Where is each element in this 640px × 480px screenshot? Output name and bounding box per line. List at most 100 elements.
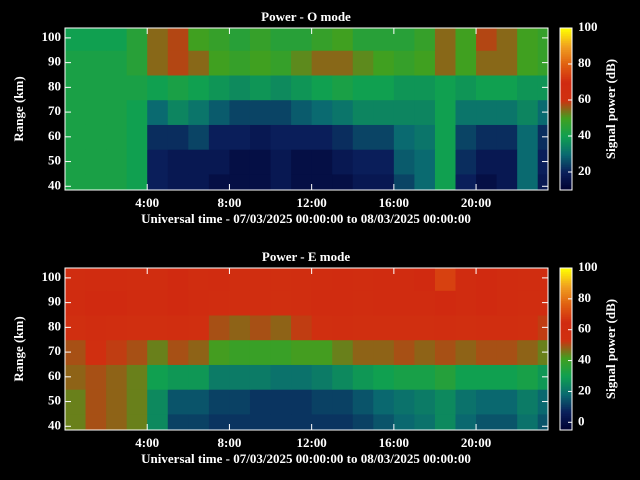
heatmap-cell (476, 389, 498, 415)
colorbar-segment (560, 143, 572, 146)
y-tick-label: 50 (48, 153, 61, 168)
heatmap-cell (106, 413, 128, 430)
heatmap-cell (352, 99, 374, 125)
colorbar-segment (560, 148, 572, 151)
heatmap-cell (455, 314, 477, 341)
colorbar-segment (560, 307, 572, 310)
colorbar-tick-label: 20 (578, 163, 591, 178)
colorbar-segment (560, 302, 572, 305)
heatmap-cell (434, 99, 457, 125)
colorbar-segment (560, 46, 572, 49)
y-tick-label: 40 (48, 177, 61, 192)
heatmap-cell (167, 149, 189, 175)
heatmap-cell (126, 173, 148, 190)
colorbar-segment (560, 80, 572, 83)
heatmap-cell (352, 173, 374, 190)
heatmap-cell (517, 173, 539, 190)
colorbar-segment (560, 168, 572, 171)
colorbar-segment (560, 47, 572, 51)
heatmap-cell (208, 314, 230, 341)
colorbar-segment (560, 42, 572, 45)
colorbar-segment (560, 365, 572, 368)
heatmap-cell (229, 74, 251, 101)
heatmap-cell (188, 99, 210, 125)
colorbar-segment (560, 130, 572, 133)
heatmap-cell (229, 364, 251, 390)
colorbar-segment (560, 33, 572, 36)
heatmap-cell (65, 149, 87, 175)
heatmap-cell (249, 173, 272, 190)
heatmap-cell (65, 290, 87, 316)
heatmap-cell (352, 28, 374, 51)
heatmap-cell (311, 149, 333, 175)
heatmap-cell (393, 339, 415, 365)
heatmap-cell (496, 413, 518, 430)
colorbar-segment (560, 74, 572, 78)
colorbar-segment (560, 273, 572, 276)
heatmap-cell (455, 149, 477, 175)
heatmap-cell (537, 413, 548, 430)
heatmap-cell (65, 389, 87, 415)
heatmap-cell (393, 413, 415, 430)
colorbar-tick-label: 60 (578, 91, 591, 106)
colorbar-segment (560, 370, 572, 373)
heatmap-cell (517, 124, 539, 150)
heatmap-cell (496, 290, 518, 316)
colorbar-segment (560, 406, 572, 409)
heatmap-cell (414, 339, 436, 365)
colorbar-segment (560, 172, 572, 175)
heatmap-cell (476, 268, 498, 291)
heatmap-cell (414, 149, 436, 175)
heatmap-cell (188, 339, 210, 365)
colorbar-segment (560, 134, 572, 137)
heatmap-cell (455, 28, 477, 51)
colorbar-segment (560, 309, 572, 312)
heatmap-cell (517, 314, 539, 341)
x-axis-label: Universal time - 07/03/2025 00:00:00 to … (141, 451, 471, 466)
heatmap-cell (208, 124, 230, 150)
heatmap-cell (270, 268, 292, 291)
colorbar-segment (560, 103, 572, 106)
heatmap-cell (434, 28, 457, 51)
heatmap-cell (167, 413, 189, 430)
heatmap (65, 28, 548, 190)
heatmap-cell (496, 268, 518, 291)
heatmap-cell (393, 290, 415, 316)
heatmap-cell (455, 290, 477, 316)
heatmap-cell (476, 290, 498, 316)
heatmap-cell (65, 268, 87, 291)
heatmap-cell (517, 28, 539, 51)
heatmap-cell (517, 99, 539, 125)
heatmap-cell (249, 50, 272, 76)
colorbar-segment (560, 424, 572, 427)
heatmap-cell (188, 364, 210, 390)
heatmap-cell (106, 314, 128, 341)
heatmap-cell (311, 99, 333, 125)
heatmap-cell (517, 149, 539, 175)
colorbar-segment (560, 141, 572, 144)
y-tick-label: 80 (48, 78, 61, 93)
y-axis-label: Range (km) (11, 316, 26, 381)
heatmap-cell (455, 413, 477, 430)
heatmap-cell (126, 50, 148, 76)
heatmap-cell (434, 290, 457, 316)
y-tick-label: 70 (48, 103, 61, 118)
colorbar-segment (560, 62, 572, 65)
colorbar-segment (560, 136, 572, 139)
heatmap-cell (352, 50, 374, 76)
heatmap-cell (65, 314, 87, 341)
heatmap-cell (496, 149, 518, 175)
heatmap-cell (434, 124, 457, 150)
colorbar-segment (560, 386, 572, 390)
colorbar-tick-label: 60 (578, 321, 591, 336)
colorbar-segment (560, 164, 572, 168)
heatmap-cell (332, 268, 354, 291)
heatmap-cell (85, 413, 107, 430)
heatmap-cell (373, 389, 395, 415)
colorbar-segment (560, 338, 572, 341)
colorbar-segment (560, 278, 572, 282)
heatmap-cell (393, 74, 415, 101)
colorbar-segment (560, 287, 572, 291)
colorbar-segment (560, 347, 572, 350)
heatmap-cell (188, 74, 210, 101)
